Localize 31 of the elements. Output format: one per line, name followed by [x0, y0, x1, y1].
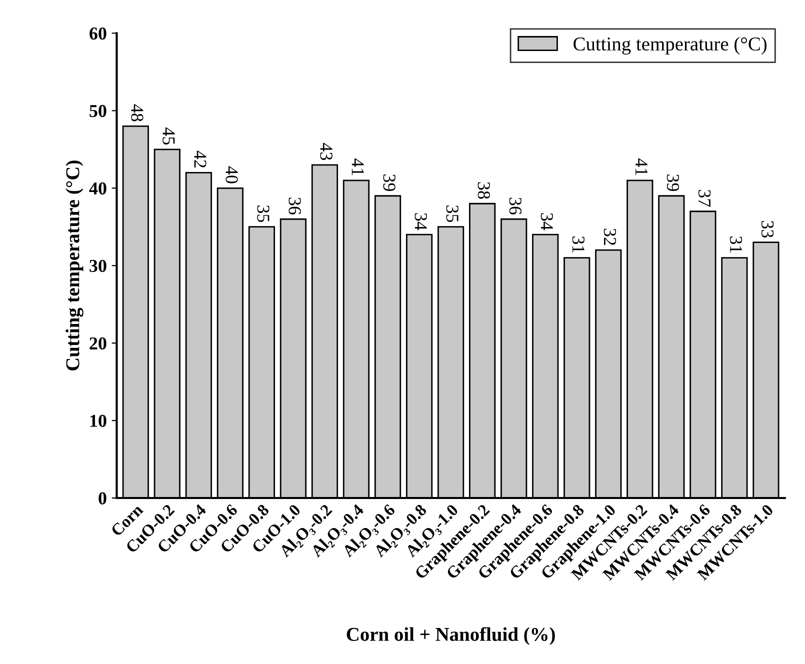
y-tick-label: 40	[89, 182, 106, 195]
y-tick-label: 50	[90, 104, 106, 118]
y-tick-label: 10	[90, 414, 106, 427]
data-label: 39	[666, 174, 680, 191]
data-label: 31	[730, 236, 742, 253]
data-label: 36	[509, 198, 522, 214]
y-tick-label: 20	[90, 337, 106, 350]
legend-label: Cutting temperature (°C)	[574, 36, 767, 55]
data-label: 38	[478, 182, 490, 199]
data-label: 31	[572, 236, 584, 253]
y-tick-label: 30	[90, 260, 106, 272]
y-tick-label: 0	[98, 492, 106, 504]
data-label: 48	[131, 104, 144, 122]
data-label: 35	[446, 206, 458, 222]
data-label: 34	[414, 213, 427, 230]
data-label: 43	[320, 143, 332, 160]
data-label: 40	[226, 166, 238, 184]
x-axis-title: Corn oil + Nanofluid (%)	[346, 627, 555, 645]
data-label: 36	[288, 198, 301, 214]
data-label: 39	[383, 174, 396, 191]
data-label: 41	[636, 158, 648, 176]
data-label: 37	[698, 190, 711, 207]
data-label: 32	[604, 228, 616, 245]
data-label: 34	[540, 213, 553, 230]
data-label: 35	[257, 206, 270, 222]
data-label: 45	[162, 128, 175, 145]
data-label: 41	[352, 158, 364, 176]
data-label: 42	[194, 150, 206, 168]
y-axis-title: Cutting temperature (°C)	[66, 160, 84, 370]
y-tick-label: 60	[90, 27, 106, 40]
data-label: 33	[761, 221, 774, 238]
